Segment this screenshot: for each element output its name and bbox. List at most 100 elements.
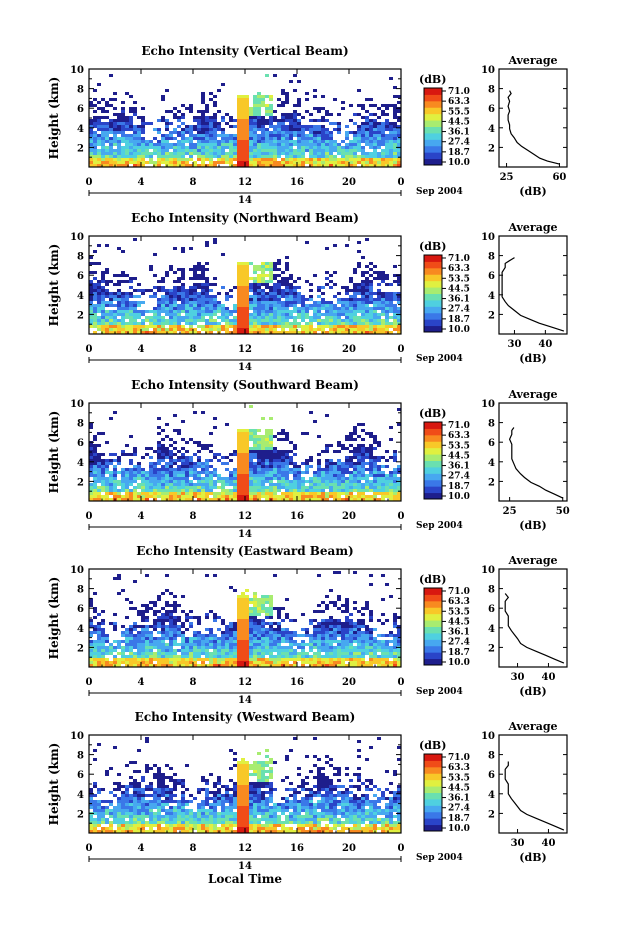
heatmap-cell	[157, 631, 161, 634]
heatmap-cell	[173, 286, 177, 289]
heatmap-cell	[89, 310, 93, 313]
heatmap-cell	[93, 110, 97, 113]
heatmap-cell	[269, 313, 273, 316]
heatmap-cell	[185, 613, 189, 616]
heatmap-cell	[225, 113, 229, 116]
heatmap-cell	[265, 310, 269, 313]
heatmap-cell	[217, 146, 221, 149]
heatmap-cell	[377, 483, 381, 486]
heatmap-cell	[293, 301, 297, 304]
heatmap-cell	[241, 164, 245, 167]
heatmap-cell	[113, 628, 117, 631]
heatmap-cell	[209, 149, 213, 152]
heatmap-cell	[277, 295, 281, 298]
x-tick-label: 4	[138, 511, 145, 522]
heatmap-cell	[317, 462, 321, 465]
heatmap-cell	[257, 92, 261, 95]
heatmap-cell	[333, 498, 337, 501]
heatmap-cell	[113, 155, 117, 158]
heatmap-cell	[289, 483, 293, 486]
heatmap-cell	[105, 128, 109, 131]
heatmap-cell	[153, 465, 157, 468]
heatmap-cell	[109, 474, 113, 477]
heatmap-cell	[293, 89, 297, 92]
heatmap-cell	[177, 625, 181, 628]
heatmap-cell	[377, 277, 381, 280]
heatmap-cell	[97, 116, 101, 119]
heatmap-cell	[353, 286, 357, 289]
y-tick-label: 2	[77, 477, 84, 488]
heatmap-cell	[365, 498, 369, 501]
heatmap-cell	[145, 498, 149, 501]
heatmap-cell	[133, 495, 137, 498]
heatmap-cell	[133, 474, 137, 477]
heatmap-cell	[285, 289, 289, 292]
heatmap-cell	[125, 310, 129, 313]
heatmap-cell	[321, 125, 325, 128]
heatmap-cell	[253, 625, 257, 628]
heatmap-cell	[129, 658, 133, 661]
heatmap-cell	[121, 274, 125, 277]
heatmap-cell	[221, 313, 225, 316]
heatmap-cell	[117, 125, 121, 128]
heatmap-cell	[141, 492, 145, 495]
heatmap-cell	[121, 149, 125, 152]
y-axis-label: Height (km)	[47, 244, 61, 327]
heatmap-cell	[253, 298, 257, 301]
heatmap-cell	[289, 316, 293, 319]
heatmap-cell	[89, 453, 93, 456]
heatmap-cell	[101, 622, 105, 625]
heatmap-cell	[381, 295, 385, 298]
average-x-label: (dB)	[519, 352, 546, 365]
heatmap-cell	[197, 640, 201, 643]
heatmap-cell	[353, 134, 357, 137]
heatmap-cell	[197, 319, 201, 322]
heatmap-cell	[381, 331, 385, 334]
heatmap-cell	[177, 313, 181, 316]
heatmap-cell	[277, 140, 281, 143]
heatmap-cell	[105, 477, 109, 480]
heatmap-cell	[225, 316, 229, 319]
heatmap-cell	[349, 483, 353, 486]
heatmap-cell	[189, 616, 193, 619]
heatmap-cell	[197, 310, 201, 313]
colorbar-level-label: 18.7	[448, 148, 470, 158]
colorbar-level-label: 36.1	[448, 128, 470, 138]
heatmap-cell	[393, 453, 397, 456]
heatmap-cell	[145, 495, 149, 498]
heatmap-cell	[233, 450, 237, 453]
heatmap-cell	[261, 316, 265, 319]
heatmap-cell	[397, 328, 401, 331]
heatmap-cell	[121, 146, 125, 149]
heatmap-cell	[361, 471, 365, 474]
heatmap-cell	[321, 486, 325, 489]
heatmap-cell	[365, 480, 369, 483]
heatmap-cell	[257, 625, 261, 628]
y-tick-label: 6	[77, 271, 84, 282]
heatmap-cell	[229, 134, 233, 137]
heatmap-cell	[129, 304, 133, 307]
heatmap-cell	[161, 486, 165, 489]
heatmap-cell	[173, 468, 177, 471]
heatmap-cell	[257, 462, 261, 465]
heatmap-cell	[273, 325, 277, 328]
heatmap-cell	[109, 489, 113, 492]
heatmap-cell	[305, 331, 309, 334]
heatmap-cell	[361, 116, 365, 119]
colorbar-segment	[424, 434, 442, 442]
heatmap-cell	[149, 447, 153, 450]
heatmap-cell	[381, 495, 385, 498]
heatmap-cell	[205, 498, 209, 501]
heatmap-cell	[289, 80, 293, 83]
heatmap-cell	[145, 640, 149, 643]
heatmap-cell	[201, 116, 205, 119]
heatmap-cell	[325, 164, 329, 167]
heatmap-cell	[281, 495, 285, 498]
heatmap-cell	[93, 625, 97, 628]
heatmap-cell	[257, 98, 261, 101]
heatmap-cell	[317, 307, 321, 310]
heatmap-cell	[261, 271, 265, 274]
heatmap-cell	[269, 137, 273, 140]
heatmap-cell	[249, 283, 253, 286]
heatmap-cell	[181, 474, 185, 477]
